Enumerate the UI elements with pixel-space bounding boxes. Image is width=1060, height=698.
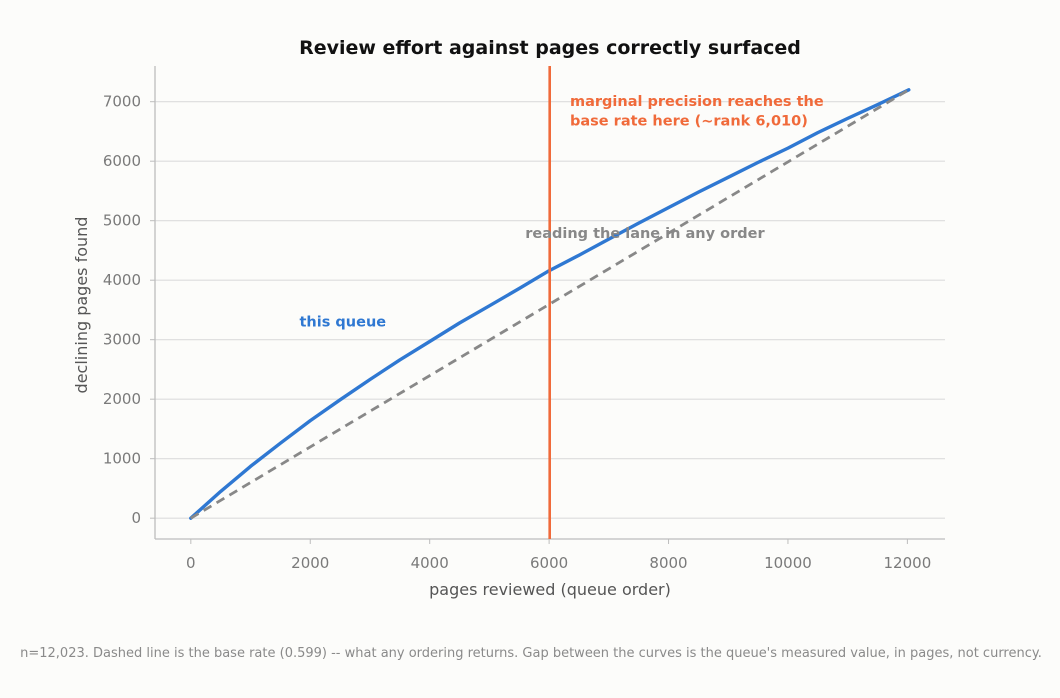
annotation-label: base rate here (~rank 6,010) <box>570 113 808 129</box>
annotation-label: reading the lane in any order <box>525 226 765 242</box>
footnote: n=12,023. Dashed line is the base rate (… <box>20 646 1042 661</box>
x-axis-label: pages reviewed (queue order) <box>429 580 671 599</box>
y-tick-label: 6000 <box>103 152 141 170</box>
annotation-label: marginal precision reaches the <box>570 94 824 110</box>
chart-title: Review effort against pages correctly su… <box>299 37 801 59</box>
y-tick-label: 1000 <box>103 450 141 468</box>
tick-labels: 0 1000 2000 3000 4000 5000 6000 7000 0 2000 4000 60… <box>103 93 931 572</box>
x-tick-label: 10000 <box>764 554 812 572</box>
annotations: marginal precision reaches the base rate … <box>300 94 824 331</box>
series-lines <box>189 66 911 539</box>
y-tick-label: 3000 <box>103 331 141 349</box>
x-tick-label: 12000 <box>884 554 932 572</box>
annotation-label: this queue <box>300 315 387 331</box>
y-tick-label: 4000 <box>103 271 141 289</box>
y-tick-label: 0 <box>131 509 141 527</box>
y-tick-label: 7000 <box>103 93 141 111</box>
x-tick-label: 6000 <box>530 554 568 572</box>
y-tick-label: 2000 <box>103 390 141 408</box>
x-tick-label: 4000 <box>411 554 449 572</box>
x-tick-label: 2000 <box>291 554 329 572</box>
y-tick-label: 5000 <box>103 212 141 230</box>
base-rate-line <box>190 88 910 520</box>
x-tick-label: 0 <box>186 554 196 572</box>
x-tick-label: 8000 <box>649 554 687 572</box>
y-axis-label: declining pages found <box>72 217 91 394</box>
